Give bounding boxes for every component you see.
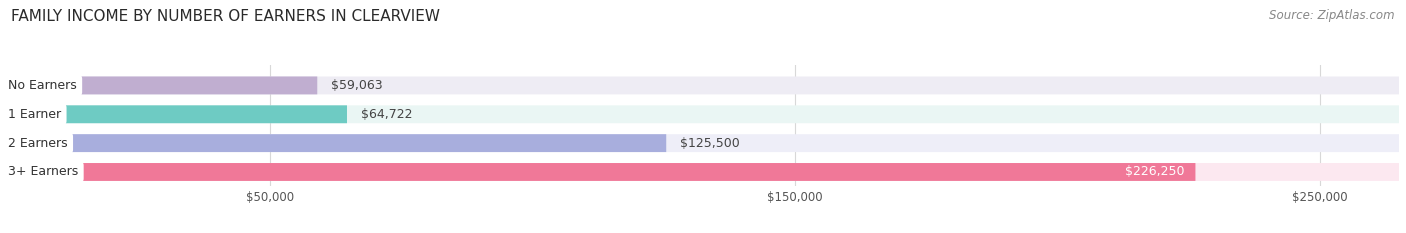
- FancyBboxPatch shape: [7, 163, 1399, 181]
- Text: $226,250: $226,250: [1125, 165, 1184, 178]
- Text: 1 Earner: 1 Earner: [8, 108, 62, 121]
- FancyBboxPatch shape: [7, 134, 666, 152]
- Text: Source: ZipAtlas.com: Source: ZipAtlas.com: [1270, 9, 1395, 22]
- FancyBboxPatch shape: [7, 134, 1399, 152]
- Text: FAMILY INCOME BY NUMBER OF EARNERS IN CLEARVIEW: FAMILY INCOME BY NUMBER OF EARNERS IN CL…: [11, 9, 440, 24]
- Text: $64,722: $64,722: [361, 108, 412, 121]
- FancyBboxPatch shape: [7, 105, 347, 123]
- Text: 3+ Earners: 3+ Earners: [8, 165, 79, 178]
- FancyBboxPatch shape: [7, 163, 1195, 181]
- Text: 2 Earners: 2 Earners: [8, 137, 67, 150]
- FancyBboxPatch shape: [7, 105, 1399, 123]
- Text: $125,500: $125,500: [681, 137, 740, 150]
- Text: $59,063: $59,063: [332, 79, 382, 92]
- FancyBboxPatch shape: [7, 76, 1399, 94]
- FancyBboxPatch shape: [7, 76, 318, 94]
- Text: No Earners: No Earners: [8, 79, 77, 92]
